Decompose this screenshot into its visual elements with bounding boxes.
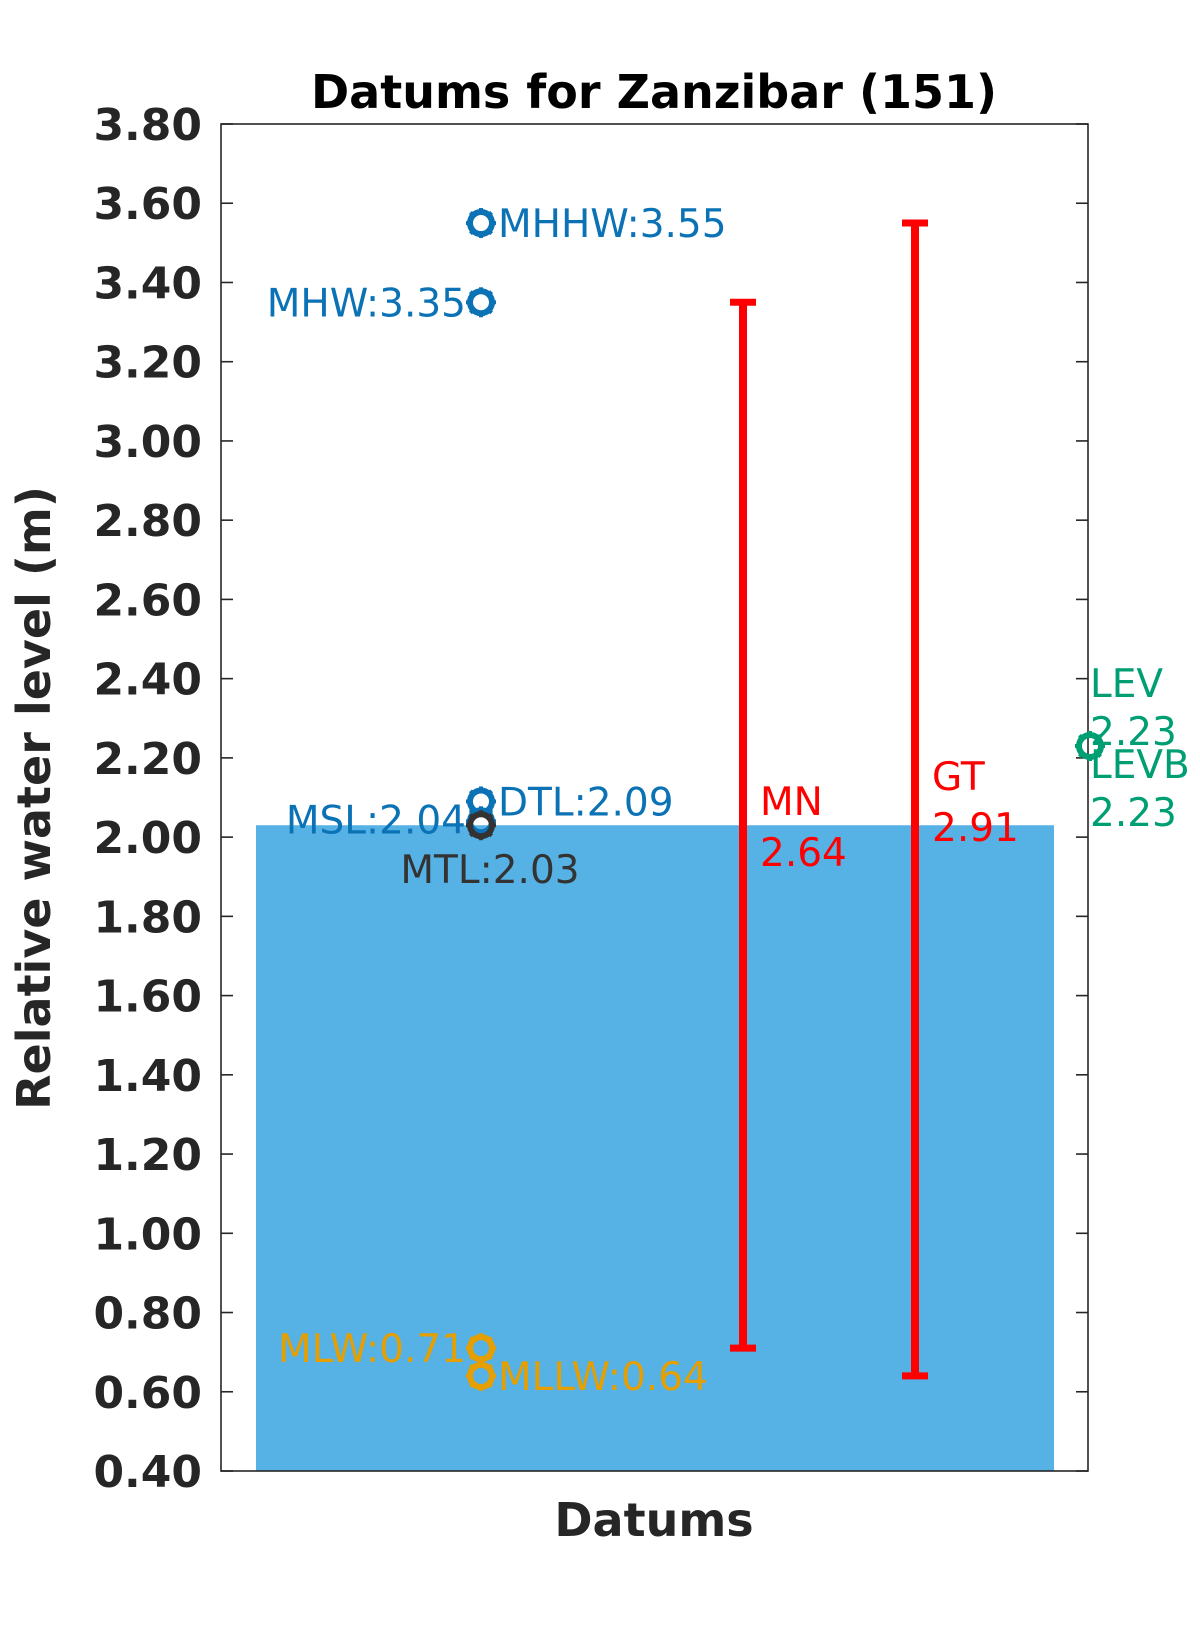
plot-area: 0.40 0.60 0.80 1.00 1.20 1.40 1.60 1.80 2.00 2.20… [93, 100, 1189, 1498]
y-tick-label: 0.40 [93, 1447, 202, 1498]
datum-label-dtl: DTL:2.09 [498, 780, 674, 825]
chart-title: Datums for Zanzibar (151) [311, 65, 997, 119]
datum-label-mlw: MLW:0.71 [278, 1327, 466, 1372]
y-tick-label: 3.60 [93, 179, 202, 230]
y-tick-label: 2.60 [93, 575, 202, 626]
y-tick-label: 0.60 [93, 1368, 202, 1419]
side-value-lev: 2.23 [1090, 710, 1177, 755]
y-tick-label: 2.20 [93, 734, 202, 785]
datum-marker-mhw-spoke [485, 290, 494, 298]
y-tick-label: 3.00 [93, 417, 202, 468]
datum-marker-mhhw-spoke [468, 227, 477, 236]
y-tick-label: 2.00 [93, 813, 202, 864]
y-tick-label: 3.40 [93, 258, 202, 309]
datum-marker-mhhw-spoke [485, 211, 494, 219]
datum-marker-dtl-spoke [468, 789, 477, 797]
datum-marker-mhw-spoke [485, 307, 494, 315]
datum-label-mllw: MLLW:0.64 [498, 1355, 708, 1400]
datum-marker-mlw-spoke [485, 1336, 494, 1344]
y-tick-label: 0.80 [93, 1289, 202, 1340]
y-tick-label: 1.60 [93, 972, 202, 1023]
datum-marker-mlw-spoke [468, 1353, 477, 1361]
datum-marker-lev-spoke [1077, 750, 1086, 759]
side-value-levb: 2.23 [1090, 791, 1177, 836]
datum-marker-mhhw-spoke [468, 211, 477, 219]
y-tick-label: 1.20 [93, 1130, 202, 1181]
datum-marker-mlw-spoke [485, 1353, 494, 1361]
y-tick-label: 3.80 [93, 100, 202, 151]
datum-marker-mllw-spoke [485, 1363, 494, 1371]
y-tick-label: 2.40 [93, 655, 202, 706]
datum-marker-dtl-spoke [485, 789, 494, 797]
range-label-gt: GT [932, 755, 985, 800]
y-tick-label: 1.80 [93, 892, 202, 943]
datum-marker-mtl-spoke [468, 830, 477, 838]
datum-marker-mllw-spoke [468, 1363, 477, 1371]
side-label-levb: LEVB [1090, 743, 1190, 788]
datum-marker-mhhw-spoke [485, 227, 494, 236]
range-label-mn: MN [760, 780, 823, 825]
datum-marker-mtl-spoke [468, 813, 477, 821]
side-label-lev: LEV [1090, 662, 1163, 707]
y-tick-label: 2.80 [93, 496, 202, 547]
axes-box [220, 123, 1089, 1472]
datum-marker-mlw-spoke [468, 1336, 477, 1344]
datum-marker-mhw-spoke [468, 307, 477, 315]
y-tick-label: 1.40 [93, 1051, 202, 1102]
datum-marker-mtl-spoke [485, 813, 494, 821]
x-axis-label: Datums [554, 1493, 753, 1547]
range-value-gt: 2.91 [932, 806, 1019, 851]
y-axis-label: Relative water level (m) [7, 486, 61, 1110]
datum-marker-mllw-spoke [468, 1380, 477, 1388]
datum-label-mhhw: MHHW:3.55 [498, 202, 727, 247]
datum-marker-mtl-spoke [485, 830, 494, 838]
y-tick-label: 3.20 [93, 338, 202, 389]
datum-marker-lev-spoke [1094, 733, 1103, 742]
datum-label-mtl: MTL:2.03 [400, 848, 579, 893]
datum-marker-mllw-spoke [485, 1380, 494, 1388]
datum-marker-mhw-spoke [468, 290, 477, 298]
datum-label-mhw: MHW:3.35 [267, 281, 466, 326]
range-value-mn: 2.64 [760, 831, 847, 876]
datum-marker-lev-spoke [1094, 750, 1103, 759]
y-tick-label: 1.00 [93, 1209, 202, 1260]
mean-water-bar [256, 825, 1054, 1471]
datum-marker-lev-spoke [1077, 733, 1086, 742]
datum-label-msl: MSL:2.04 [286, 798, 466, 843]
